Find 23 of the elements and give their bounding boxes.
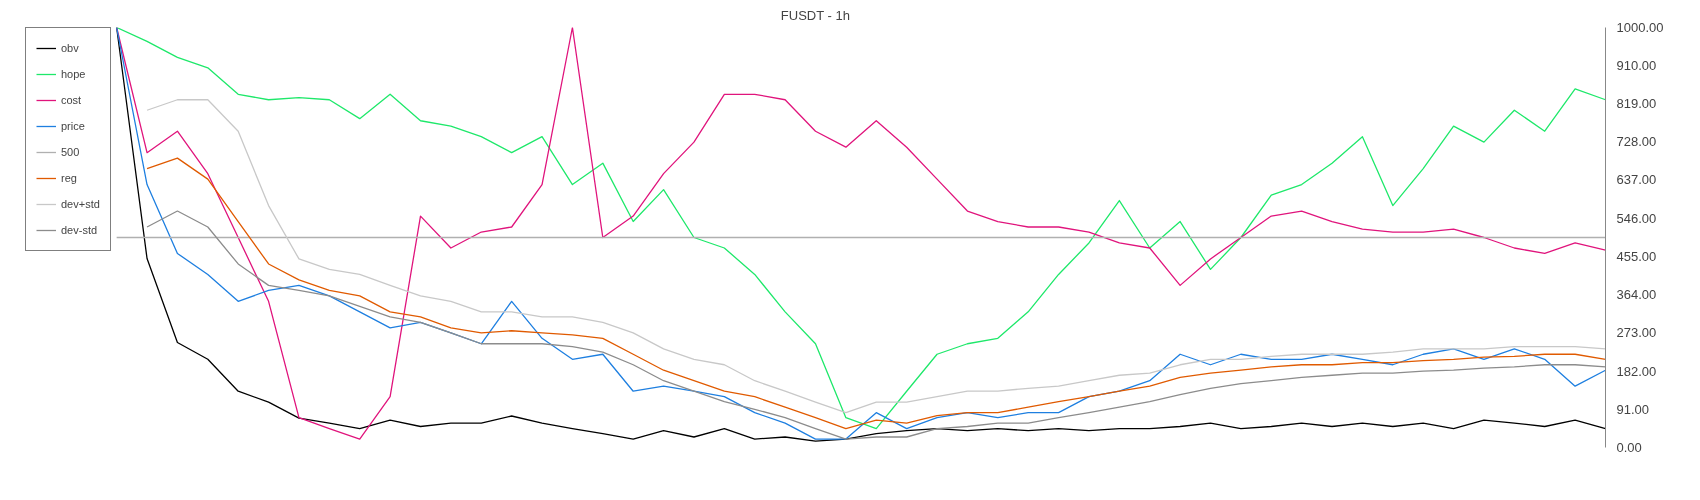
- y-tick-label: 637.00: [1616, 172, 1657, 188]
- y-tick-label: 546.00: [1616, 210, 1657, 226]
- legend-label: reg: [61, 172, 78, 184]
- line-series: [146, 157, 1606, 430]
- legend-label: cost: [61, 94, 82, 106]
- legend-label: dev+std: [61, 198, 100, 210]
- chart-title: FUSDT - 1h: [780, 7, 850, 23]
- y-tick-label: 273.00: [1616, 325, 1657, 341]
- y-tick-label: 819.00: [1616, 96, 1657, 112]
- legend-label: 500: [61, 146, 81, 158]
- legend-label: hope: [61, 68, 86, 80]
- line-series: [146, 99, 1606, 414]
- legend-label: obv: [61, 42, 80, 54]
- y-tick-label: 910.00: [1616, 57, 1657, 73]
- legend-label: dev-std: [61, 224, 98, 236]
- y-tick-label: 0.00: [1616, 440, 1642, 455]
- legend-label: price: [61, 120, 85, 132]
- y-tick-label: 1000.00: [1616, 20, 1664, 35]
- y-tick-label: 728.00: [1616, 134, 1657, 150]
- y-tick-label: 364.00: [1616, 287, 1657, 303]
- y-tick-label: 455.00: [1616, 248, 1657, 264]
- y-tick-label: 91.00: [1616, 401, 1650, 417]
- y-tick-label: 182.00: [1616, 363, 1657, 379]
